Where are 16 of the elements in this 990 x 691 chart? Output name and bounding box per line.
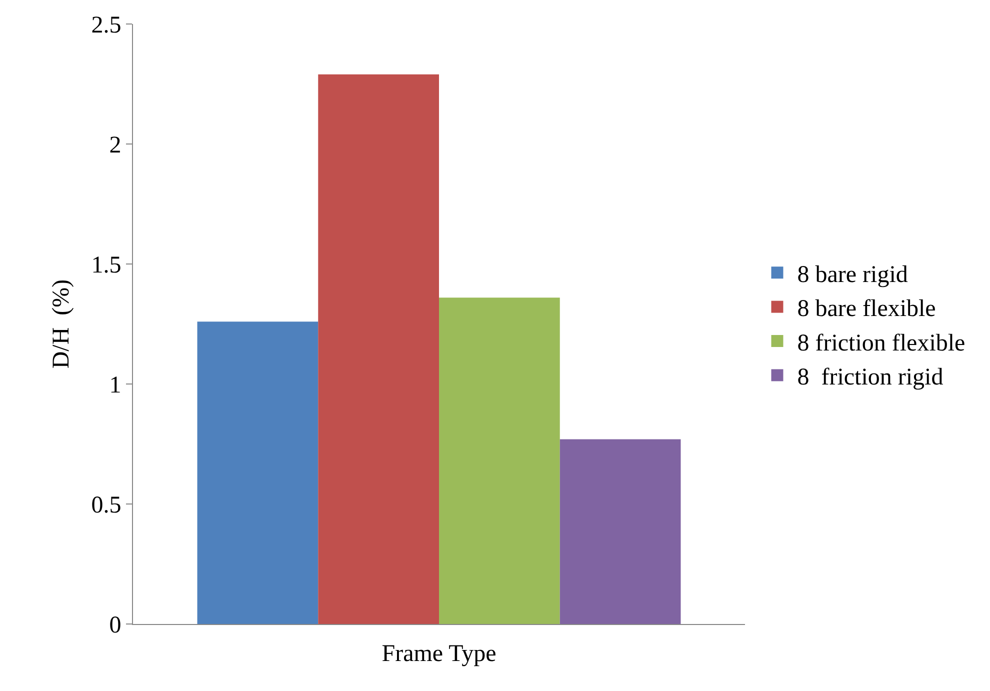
y-tick-label: 2 [109, 132, 122, 158]
y-tick-label: 2.5 [91, 12, 122, 38]
y-tick-label: 0 [109, 612, 122, 638]
bar [560, 439, 681, 624]
y-axis-title: D/H (%) [48, 279, 74, 369]
y-tick-label: 0.5 [91, 492, 122, 518]
bar [318, 74, 439, 624]
legend-label: 8 bare flexible [797, 296, 936, 322]
legend-label: 8 friction rigid [797, 364, 944, 391]
x-axis-title: Frame Type [382, 641, 496, 668]
legend-label: 8 bare rigid [797, 262, 908, 288]
bar [197, 322, 318, 624]
legend-label: 8 friction flexible [797, 330, 966, 356]
y-tick-label: 1 [109, 372, 122, 398]
y-tick-label: 1.5 [91, 252, 122, 278]
bar [439, 298, 560, 624]
